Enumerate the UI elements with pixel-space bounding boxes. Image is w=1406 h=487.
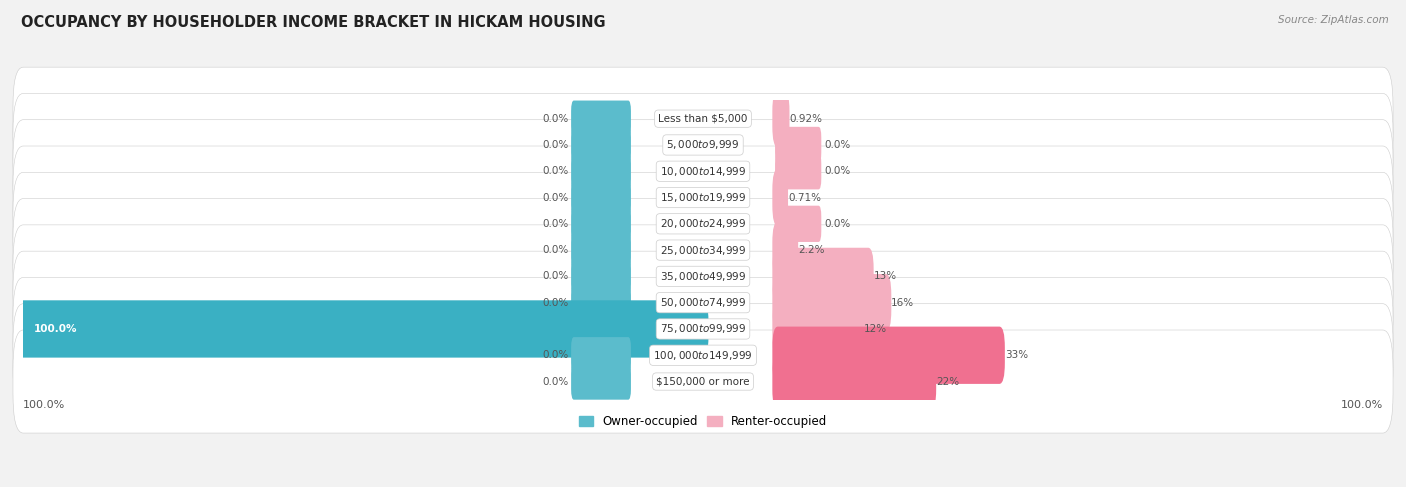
Text: 0.71%: 0.71% <box>787 192 821 203</box>
FancyBboxPatch shape <box>571 337 631 374</box>
Text: 13%: 13% <box>873 271 897 281</box>
FancyBboxPatch shape <box>13 304 1393 407</box>
FancyBboxPatch shape <box>775 206 821 242</box>
FancyBboxPatch shape <box>772 248 873 305</box>
Text: 0.0%: 0.0% <box>543 192 568 203</box>
Text: $150,000 or more: $150,000 or more <box>657 376 749 387</box>
FancyBboxPatch shape <box>13 172 1393 275</box>
FancyBboxPatch shape <box>772 300 865 357</box>
FancyBboxPatch shape <box>13 120 1393 223</box>
FancyBboxPatch shape <box>13 278 1393 380</box>
FancyBboxPatch shape <box>772 274 891 331</box>
Text: 0.0%: 0.0% <box>543 298 568 308</box>
FancyBboxPatch shape <box>13 94 1393 196</box>
Text: $35,000 to $49,999: $35,000 to $49,999 <box>659 270 747 283</box>
FancyBboxPatch shape <box>13 330 1393 433</box>
Text: 100.0%: 100.0% <box>22 400 66 410</box>
Text: 22%: 22% <box>936 376 959 387</box>
Text: 0.0%: 0.0% <box>543 271 568 281</box>
FancyBboxPatch shape <box>571 232 631 268</box>
Legend: Owner-occupied, Renter-occupied: Owner-occupied, Renter-occupied <box>574 411 832 433</box>
Text: $50,000 to $74,999: $50,000 to $74,999 <box>659 296 747 309</box>
FancyBboxPatch shape <box>18 300 709 357</box>
FancyBboxPatch shape <box>571 100 631 137</box>
FancyBboxPatch shape <box>772 327 1005 384</box>
Text: $5,000 to $9,999: $5,000 to $9,999 <box>666 138 740 151</box>
Text: 0.0%: 0.0% <box>824 140 851 150</box>
FancyBboxPatch shape <box>772 169 787 226</box>
Text: 0.0%: 0.0% <box>543 350 568 360</box>
FancyBboxPatch shape <box>775 127 821 163</box>
Text: 0.0%: 0.0% <box>543 166 568 176</box>
FancyBboxPatch shape <box>13 251 1393 354</box>
Text: 0.0%: 0.0% <box>543 376 568 387</box>
Text: $10,000 to $14,999: $10,000 to $14,999 <box>659 165 747 178</box>
Text: Less than $5,000: Less than $5,000 <box>658 113 748 124</box>
Text: $75,000 to $99,999: $75,000 to $99,999 <box>659 322 747 336</box>
Text: Source: ZipAtlas.com: Source: ZipAtlas.com <box>1278 15 1389 25</box>
FancyBboxPatch shape <box>571 206 631 242</box>
Text: 12%: 12% <box>865 324 887 334</box>
FancyBboxPatch shape <box>571 363 631 400</box>
Text: 33%: 33% <box>1005 350 1028 360</box>
Text: 0.0%: 0.0% <box>543 140 568 150</box>
FancyBboxPatch shape <box>13 199 1393 301</box>
Text: 2.2%: 2.2% <box>799 245 825 255</box>
FancyBboxPatch shape <box>571 284 631 321</box>
Text: 0.0%: 0.0% <box>824 166 851 176</box>
Text: 100.0%: 100.0% <box>34 324 77 334</box>
Text: $15,000 to $19,999: $15,000 to $19,999 <box>659 191 747 204</box>
FancyBboxPatch shape <box>571 179 631 216</box>
Text: 16%: 16% <box>891 298 914 308</box>
FancyBboxPatch shape <box>13 225 1393 328</box>
FancyBboxPatch shape <box>13 146 1393 249</box>
FancyBboxPatch shape <box>775 153 821 189</box>
Text: 0.92%: 0.92% <box>790 113 823 124</box>
FancyBboxPatch shape <box>571 127 631 163</box>
Text: OCCUPANCY BY HOUSEHOLDER INCOME BRACKET IN HICKAM HOUSING: OCCUPANCY BY HOUSEHOLDER INCOME BRACKET … <box>21 15 606 30</box>
FancyBboxPatch shape <box>772 222 799 279</box>
Text: $20,000 to $24,999: $20,000 to $24,999 <box>659 217 747 230</box>
FancyBboxPatch shape <box>571 153 631 189</box>
FancyBboxPatch shape <box>13 67 1393 170</box>
Text: 0.0%: 0.0% <box>543 245 568 255</box>
Text: 100.0%: 100.0% <box>1340 400 1384 410</box>
FancyBboxPatch shape <box>772 353 936 410</box>
Text: 0.0%: 0.0% <box>543 219 568 229</box>
FancyBboxPatch shape <box>571 258 631 295</box>
FancyBboxPatch shape <box>772 90 790 148</box>
Text: $100,000 to $149,999: $100,000 to $149,999 <box>654 349 752 362</box>
Text: 0.0%: 0.0% <box>824 219 851 229</box>
Text: $25,000 to $34,999: $25,000 to $34,999 <box>659 244 747 257</box>
Text: 0.0%: 0.0% <box>543 113 568 124</box>
